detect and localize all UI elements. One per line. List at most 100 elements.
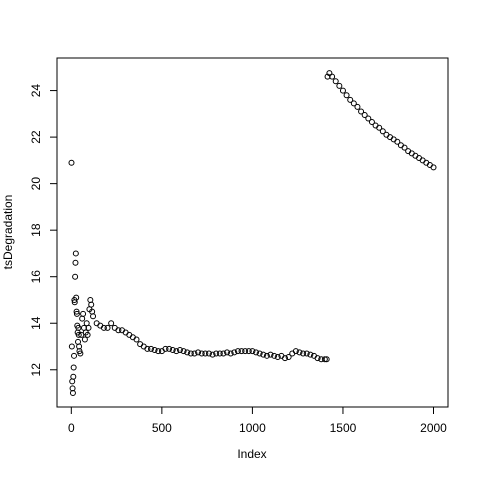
point (69, 390, 76, 397)
point (104, 324, 111, 331)
point (220, 350, 227, 357)
point (87, 296, 94, 303)
plot-frame (56, 57, 449, 408)
point (368, 118, 375, 125)
point (75, 324, 82, 331)
point (88, 301, 95, 308)
point (394, 138, 401, 145)
point (169, 346, 176, 353)
x-tick-label: 0 (68, 421, 75, 435)
point (285, 353, 292, 360)
x-axis-label: Index (237, 447, 266, 461)
point (73, 308, 80, 315)
point (350, 100, 357, 107)
x-tick-label: 1500 (330, 421, 357, 435)
point (205, 350, 212, 357)
y-tick-label: 22 (29, 130, 43, 144)
point (184, 349, 191, 356)
point (329, 73, 336, 80)
point (231, 349, 238, 356)
point (173, 348, 180, 355)
point (72, 259, 79, 266)
point (70, 364, 77, 371)
point (73, 294, 80, 301)
point (133, 336, 140, 343)
point (85, 324, 92, 331)
y-axis-label: tsDegradation (1, 195, 15, 270)
point (245, 348, 252, 355)
point (249, 348, 256, 355)
point (80, 310, 87, 317)
point (162, 345, 169, 352)
point (314, 355, 321, 362)
point (191, 350, 198, 357)
point (75, 331, 82, 338)
point (213, 350, 220, 357)
point (303, 350, 310, 357)
point (358, 108, 365, 115)
point (72, 250, 79, 257)
point (84, 331, 91, 338)
point (263, 352, 270, 359)
point (430, 164, 437, 171)
point (166, 345, 173, 352)
point (376, 124, 383, 131)
point (68, 343, 75, 350)
point (147, 345, 154, 352)
x-tick-label: 2000 (420, 421, 447, 435)
point (81, 336, 88, 343)
point (238, 348, 245, 355)
point (68, 159, 75, 166)
x-tick-label: 500 (152, 421, 172, 435)
point (271, 352, 278, 359)
point (401, 144, 408, 151)
point (73, 310, 80, 317)
y-tick-label: 12 (29, 363, 43, 377)
y-tick-label: 20 (29, 177, 43, 191)
point (296, 349, 303, 356)
point (361, 112, 368, 119)
point (151, 346, 158, 353)
point (70, 373, 77, 380)
point (354, 103, 361, 110)
point (187, 350, 194, 357)
point (227, 350, 234, 357)
point (300, 350, 307, 357)
point (321, 356, 328, 363)
point (198, 350, 205, 357)
point (274, 353, 281, 360)
point (79, 315, 86, 322)
point (216, 350, 223, 357)
point (307, 351, 314, 358)
point (339, 87, 346, 94)
point (242, 348, 249, 355)
point (347, 96, 354, 103)
point (292, 348, 299, 355)
point (195, 349, 202, 356)
point (234, 348, 241, 355)
point (155, 348, 162, 355)
point (115, 327, 122, 334)
point (71, 352, 78, 359)
y-tick-label: 18 (29, 223, 43, 237)
point (267, 351, 274, 358)
y-tick-label: 24 (29, 84, 43, 98)
point (253, 349, 260, 356)
point (336, 82, 343, 89)
x-tick-label: 1000 (239, 421, 266, 435)
point (323, 356, 330, 363)
point (108, 320, 115, 327)
y-tick-label: 14 (29, 316, 43, 330)
point (365, 115, 372, 122)
point (256, 350, 263, 357)
point (379, 128, 386, 135)
point (202, 350, 209, 357)
point (77, 350, 84, 357)
point (176, 346, 183, 353)
point (209, 351, 216, 358)
point (180, 348, 187, 355)
point (72, 273, 79, 280)
point (78, 331, 85, 338)
point (100, 324, 107, 331)
point (282, 355, 289, 362)
